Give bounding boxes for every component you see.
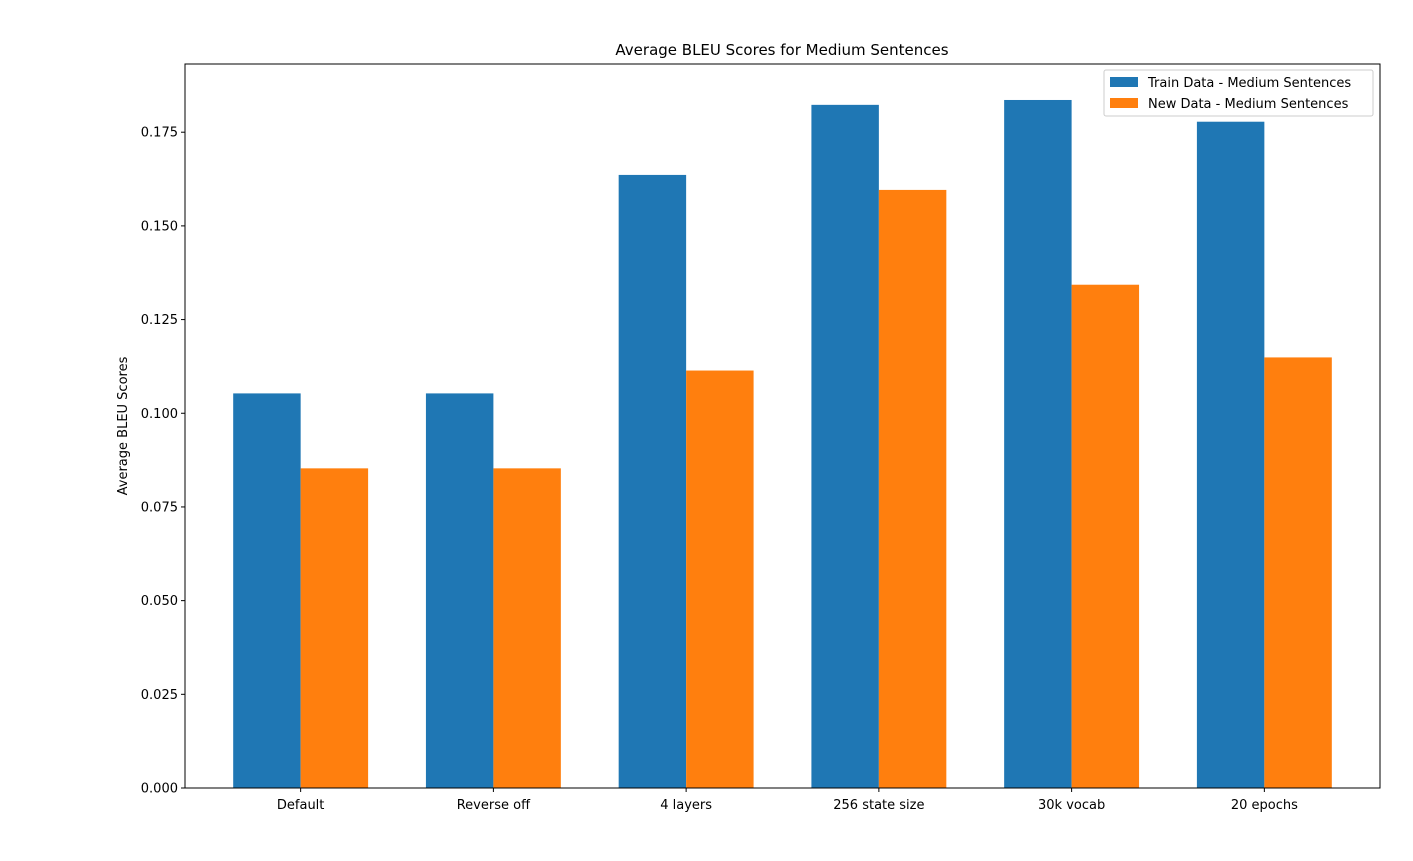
y-tick-label: 0.050 xyxy=(141,594,178,609)
y-tick-label: 0.100 xyxy=(141,407,178,422)
y-tick-label: 0.025 xyxy=(141,688,178,703)
bar-new-2 xyxy=(686,370,754,788)
x-tick-label: 4 layers xyxy=(660,798,712,813)
legend-box xyxy=(1103,69,1374,117)
chart-title: Average BLEU Scores for Medium Sentences xyxy=(615,41,948,59)
legend: Train Data - Medium Sentences New Data - … xyxy=(1103,69,1374,117)
legend-label-0: Train Data - Medium Sentences xyxy=(1147,76,1351,91)
x-tick-label: Reverse off xyxy=(457,798,531,813)
plot-frame xyxy=(184,63,1381,789)
x-tick-label: 30k vocab xyxy=(1038,798,1105,813)
y-tick-label: 0.000 xyxy=(141,782,178,797)
bar-new-0 xyxy=(300,468,369,788)
x-tick-label: 20 epochs xyxy=(1231,798,1298,813)
legend-swatch-1 xyxy=(1110,98,1138,108)
bar-train-5 xyxy=(1196,121,1265,788)
bar-new-4 xyxy=(1071,284,1140,788)
y-axis-label: Average BLEU Scores xyxy=(116,356,131,495)
x-tick-label: 256 state size xyxy=(833,798,924,813)
legend-swatch-0 xyxy=(1110,77,1138,87)
bar-train-3 xyxy=(811,104,879,789)
y-tick-label: 0.150 xyxy=(141,219,178,234)
axes: 0.000 0.025 0.050 0.075 0.100 0.125 0.150 0.175… xyxy=(141,63,1381,813)
bar-new-1 xyxy=(493,468,561,788)
x-tick-label: Default xyxy=(277,798,325,813)
bar-train-2 xyxy=(618,174,687,789)
bar-train-4 xyxy=(1004,99,1072,789)
bar-train-0 xyxy=(233,393,301,788)
y-tick-label: 0.075 xyxy=(141,500,178,515)
bars xyxy=(233,99,1332,789)
bar-train-1 xyxy=(425,393,494,788)
legend-label-1: New Data - Medium Sentences xyxy=(1148,97,1349,112)
y-tick-label: 0.175 xyxy=(141,126,178,141)
bar-new-3 xyxy=(878,189,947,788)
bar-new-5 xyxy=(1264,357,1332,788)
y-tick-label: 0.125 xyxy=(141,313,178,328)
